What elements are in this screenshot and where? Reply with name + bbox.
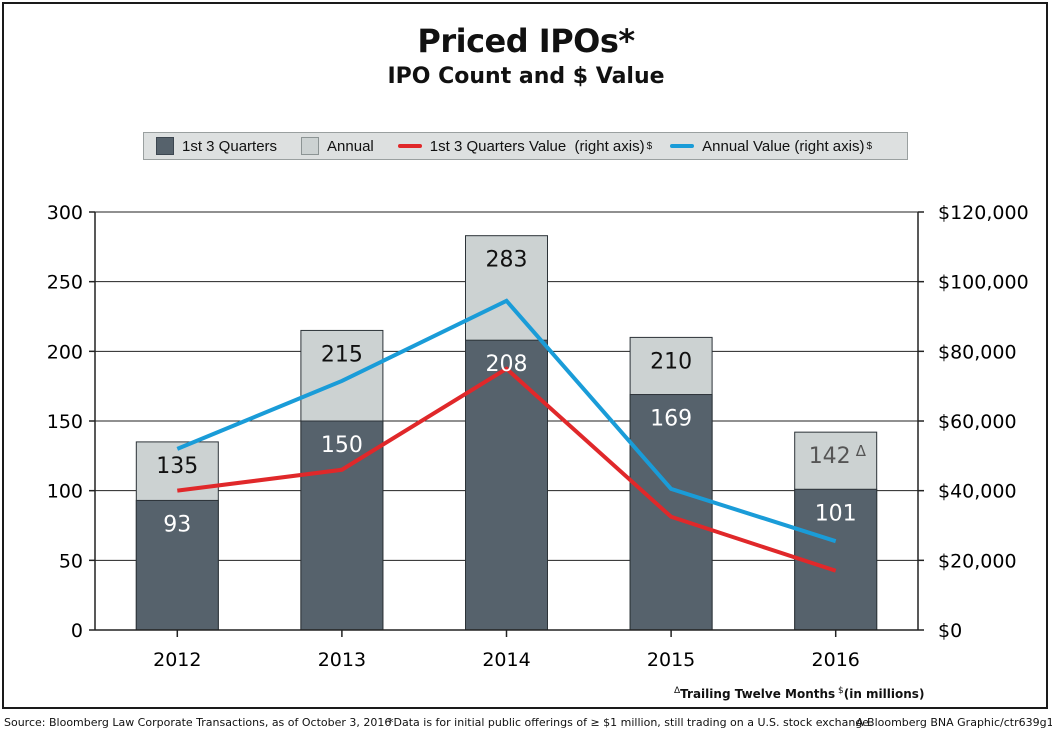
bar-label-ttm-mark: Δ: [856, 442, 867, 460]
legend-item-q3: 1st 3 Quarters: [156, 137, 277, 155]
legend-dollar-mark-annual: $: [866, 140, 873, 152]
legend-label-q3: 1st 3 Quarters: [182, 137, 278, 155]
y-right-tick-label: $100,000: [938, 272, 1029, 294]
chart-subtitle: IPO Count and $ Value: [387, 64, 665, 89]
legend-dollar-mark-q3: $: [646, 140, 653, 152]
legend-label-annual: Annual: [327, 137, 374, 155]
y-left-tick-label: 150: [47, 411, 83, 433]
data-footnote: *Data is for initial public offerings of…: [388, 716, 873, 729]
y-left-tick-label: 0: [71, 620, 83, 642]
legend-item-annual-value: Annual Value (right axis) $: [670, 138, 872, 155]
bar-label-q3: 169: [650, 407, 692, 432]
x-tick-label: 2013: [318, 649, 366, 671]
millions-note-text: (in millions): [843, 687, 925, 701]
legend-item-q3-value: 1st 3 Quarters Value (right axis) $: [397, 137, 653, 155]
series-line-annual-value: [176, 298, 837, 544]
bar-label-q3: 208: [486, 352, 528, 377]
ttm-note: ΔTrailing Twelve Months: [674, 686, 835, 701]
bar-q3: [300, 420, 384, 631]
bar-q3: [465, 339, 548, 631]
ttm-triangle-mark: Δ: [674, 686, 681, 696]
bar-label-annual: 210: [650, 349, 692, 374]
legend-item-annual: Annual: [301, 137, 374, 155]
y-right-tick-label: $80,000: [938, 341, 1017, 363]
chart-legend: 1st 3 Quarters Annual 1st 3 Quarters Val…: [143, 132, 908, 160]
millions-dollar-mark: $: [838, 686, 844, 696]
graphic-credit: A Bloomberg BNA Graphic/ctr639g1: [856, 716, 1052, 729]
ttm-note-text: Trailing Twelve Months: [680, 687, 836, 701]
x-tick-label: 2015: [647, 649, 695, 671]
millions-note: $(in millions): [838, 686, 924, 701]
bar-q3: [794, 488, 878, 631]
y-left-tick-label: 250: [47, 272, 83, 294]
bar-q3: [629, 394, 713, 631]
y-right-tick-label: $120,000: [938, 202, 1029, 224]
bar-label-q3: 93: [163, 512, 191, 537]
y-left-tick-label: 50: [59, 550, 83, 572]
bar-label-annual: 283: [486, 248, 528, 273]
legend-line-q3-value: [397, 144, 422, 148]
x-tick-label: 2016: [812, 649, 860, 671]
y-right-tick-label: $40,000: [938, 481, 1017, 503]
legend-swatch-q3: [156, 137, 174, 155]
legend-label-q3-value: 1st 3 Quarters Value (right axis): [429, 137, 645, 155]
bar-label-annual: 135: [156, 454, 198, 479]
bar-label-annual: 142: [809, 444, 851, 469]
legend-label-annual-value: Annual Value (right axis): [702, 137, 865, 155]
y-right-tick-label: $60,000: [938, 411, 1017, 433]
source-note: Source: Bloomberg Law Corporate Transact…: [4, 716, 392, 729]
chart-title: Priced IPOs*: [417, 22, 635, 60]
y-left-tick-label: 200: [47, 341, 83, 363]
bar-label-q3: 150: [321, 433, 363, 458]
bar-q3: [135, 499, 219, 631]
y-right-tick-label: $20,000: [938, 550, 1017, 572]
bar-label-annual: 215: [321, 342, 363, 367]
y-left-tick-label: 100: [47, 481, 83, 503]
legend-line-annual-value: [670, 144, 695, 148]
legend-swatch-annual: [301, 137, 320, 155]
x-tick-label: 2012: [153, 649, 201, 671]
y-left-tick-label: 300: [47, 202, 83, 224]
y-right-tick-label: $0: [938, 620, 962, 642]
chart-frame: [2, 2, 1048, 709]
x-tick-label: 2014: [482, 649, 530, 671]
series-line-q3-value: [177, 366, 837, 573]
bar-label-q3: 101: [815, 501, 857, 526]
